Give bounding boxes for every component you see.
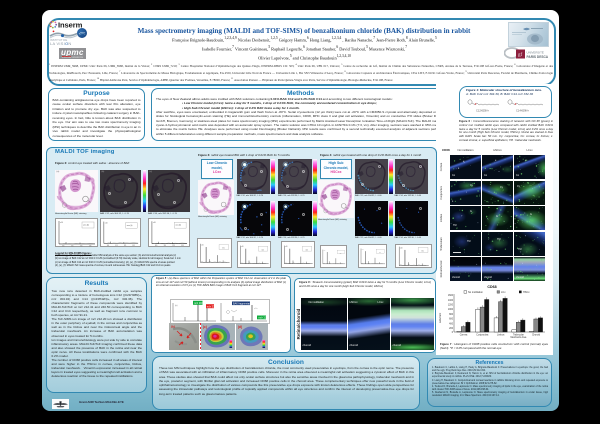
svg-text:Limbus: Limbus [497,334,505,336]
svg-text:cells/mm²: cells/mm² [439,313,442,323]
svg-text:Meshwork Area: Meshwork Area [510,336,527,339]
svg-text:Choroid: Choroid [532,333,541,336]
svg-text:m/z 127: m/z 127 [259,315,269,319]
svg-text:800: 800 [449,314,454,316]
svg-text:(c): (c) [203,325,207,329]
svg-text:Conjunctiva: Conjunctiva [476,333,489,336]
svg-text:Trabecular: Trabecular [513,333,524,336]
svg-text:LCx: LCx [501,291,506,294]
svg-text:1000: 1000 [448,309,454,311]
svg-text:1600: 1600 [448,295,454,297]
svg-text:600: 600 [449,319,454,321]
svg-text:m/z 332: m/z 332 [207,304,217,308]
svg-text:Inserm: Inserm [58,20,83,29]
svg-text:0: 0 [452,332,454,334]
svg-text:PARIS DESCARTES: PARIS DESCARTES [527,55,549,59]
svg-text:(a): (a) [175,305,178,307]
svg-text:400: 400 [449,323,454,325]
svg-text:C14H29N+: C14H29N+ [516,109,529,113]
svg-text:CD68: CD68 [487,285,496,289]
svg-text:1200: 1200 [448,305,454,307]
svg-text:C12H25N+: C12H25N+ [476,109,489,113]
svg-text:gf: gf [518,53,523,58]
svg-text:200: 200 [449,328,454,330]
svg-text:(b): (b) [171,324,175,328]
svg-text:m/z 304: m/z 304 [194,301,204,305]
svg-text:1400: 1400 [448,300,454,302]
svg-text:No instillation: No instillation [468,291,483,294]
svg-text:BAK fragmentation: BAK fragmentation [233,302,254,305]
svg-text:UNIVERSITÉ: UNIVERSITÉ [527,50,544,55]
svg-text:(d): (d) [238,325,242,329]
svg-text:Cornea: Cornea [460,333,468,336]
svg-text:HSCx: HSCx [523,291,530,294]
